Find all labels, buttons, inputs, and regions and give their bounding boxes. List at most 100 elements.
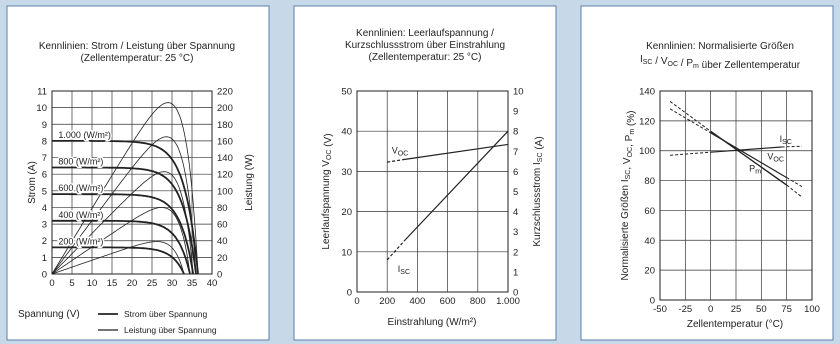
y2-tick-label: 6 [513, 167, 518, 178]
x-tick-label: 40 [207, 278, 218, 289]
irradiance-label: 1.000 (W/m²) [58, 130, 111, 140]
voc-label: VOC [767, 152, 784, 164]
irradiance-label: 600 (W/m²) [58, 183, 103, 193]
x-tick-label: 10 [87, 278, 98, 289]
y-tick-label: 8 [42, 136, 47, 147]
y-tick-label: 5 [42, 186, 47, 197]
y2-tick-label: 10 [513, 87, 524, 98]
y2-tick-label: 60 [217, 220, 228, 231]
isc-line-dashed [781, 145, 802, 148]
chart-title: Kurzschlussstrom über Einstrahlung [345, 40, 505, 51]
y-tick-label: 0 [347, 288, 352, 299]
voc-line-dashed [786, 177, 803, 187]
y2-tick-label: 0 [513, 288, 518, 299]
pm-label: Pm [749, 164, 761, 176]
x-tick-label: 5 [69, 278, 74, 289]
irradiance-label: 200 (W/m²) [58, 236, 103, 246]
y-tick-label: 120 [639, 116, 655, 127]
x-tick-label: 25 [731, 304, 742, 315]
power-curve [51, 171, 194, 275]
x-tick-label: 1.000 [496, 296, 520, 307]
voc-label: VOC [392, 145, 409, 157]
y2-tick-label: 5 [513, 187, 518, 198]
y2-tick-label: 8 [513, 127, 518, 138]
power-curve [51, 102, 199, 275]
y2-tick-label: 220 [217, 87, 233, 98]
current-curve [52, 193, 195, 275]
y-tick-label: 1 [42, 253, 47, 264]
y2-tick-label: 100 [217, 186, 233, 197]
iv-curve-chart: Kennlinien: Strom / Leistung über Spannu… [18, 41, 255, 335]
y-tick-label: 10 [341, 247, 352, 258]
y-tick-label: 140 [639, 87, 655, 98]
chart-title: ISC / VOC / Pm über Zellentemperatur [640, 54, 801, 71]
chart-title: (Zellentemperatur: 25 °C) [369, 52, 482, 63]
y2-tick-label: 1 [513, 267, 518, 278]
x-tick-label: 20 [127, 278, 138, 289]
y-tick-label: 0 [650, 296, 655, 307]
y-tick-label: 3 [42, 220, 47, 231]
isc-line-dashed [670, 151, 711, 156]
y2-tick-label: 180 [217, 120, 233, 131]
temperature-normalized-chart: Kennlinien: Normalisierte Größen ISC / VO… [620, 41, 820, 330]
y2-tick-label: 140 [217, 153, 233, 164]
x-tick-label: 800 [470, 296, 486, 307]
y-tick-label: 9 [42, 120, 47, 131]
plot-frame [51, 90, 213, 275]
y-tick-label: 2 [42, 236, 47, 247]
y2-tick-label: 9 [513, 107, 518, 118]
voc-isc-irradiance-chart: Kennlinien: Leerlaufspannung /Kurzschlus… [321, 28, 545, 328]
legend-label: Strom über Spannung [124, 309, 207, 319]
y2-tick-label: 2 [513, 247, 518, 258]
current-curve [52, 219, 191, 275]
y-tick-label: 30 [341, 167, 352, 178]
y2-axis-label: Leistung (W) [244, 154, 255, 211]
y-tick-label: 6 [42, 170, 47, 181]
y2-tick-label: 80 [217, 203, 228, 214]
chart-title: (Zellentemperatur: 25 °C) [81, 53, 194, 64]
pm-line-dashed [669, 101, 711, 132]
y2-tick-label: 40 [217, 236, 228, 247]
x-tick-label: 400 [409, 296, 425, 307]
voc-line [402, 143, 509, 161]
y-axis-label: Leerlaufspannung VOC (V) [321, 133, 334, 249]
y-axis-label: Normalisierte Größen ISC, VOC, Pm (%) [620, 110, 637, 280]
y2-tick-label: 3 [513, 227, 518, 238]
x-tick-label: 200 [379, 296, 395, 307]
x-tick-label: 600 [440, 296, 456, 307]
panel-background [6, 5, 270, 341]
y-tick-label: 80 [644, 176, 655, 187]
plot-frame [356, 90, 509, 293]
power-curve [51, 207, 191, 275]
x-tick-label: 50 [756, 304, 767, 315]
irradiance-label: 400 (W/m²) [58, 210, 103, 220]
panel-background [293, 5, 557, 341]
isc-line [710, 146, 782, 153]
y2-tick-label: 4 [513, 207, 518, 218]
x-tick-label: 30 [167, 278, 178, 289]
y-tick-label: 20 [341, 207, 352, 218]
x-tick-label: 0 [708, 304, 713, 315]
y-tick-label: 20 [644, 266, 655, 277]
isc-line [404, 130, 509, 241]
x-tick-label: 0 [354, 296, 359, 307]
y2-tick-label: 7 [513, 147, 518, 158]
x-axis-label: Spannung (V) [18, 309, 80, 320]
x-axis-label: Einstrahlung (W/m²) [388, 317, 477, 328]
x-tick-label: 35 [187, 278, 198, 289]
voc-line-dashed [387, 159, 403, 163]
y-tick-label: 40 [341, 127, 352, 138]
irradiance-label: 800 (W/m²) [58, 157, 103, 167]
x-tick-label: -50 [653, 304, 667, 315]
x-tick-label: 25 [147, 278, 158, 289]
y2-tick-label: 20 [217, 253, 228, 264]
power-curve [51, 241, 185, 275]
y2-tick-label: 0 [217, 270, 222, 281]
isc-label: ISC [780, 134, 792, 146]
voc-line-dashed [669, 108, 711, 134]
x-axis-label: Zellentemperatur (°C) [687, 319, 783, 330]
y2-axis-label: Kurzschlussstrom ISC (A) [532, 136, 545, 246]
x-tick-label: -25 [678, 304, 692, 315]
y2-tick-label: 120 [217, 170, 233, 181]
